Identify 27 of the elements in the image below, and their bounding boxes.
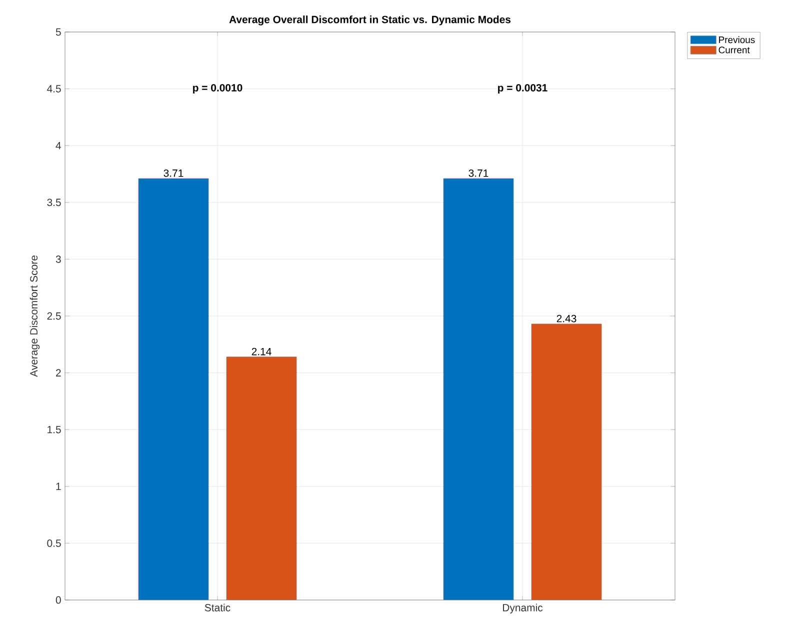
data-label: 2.14 [252, 348, 272, 356]
y-tick-label: 0 [56, 596, 61, 604]
y-tick-label: 5 [56, 28, 61, 36]
bar [531, 324, 602, 600]
y-tick-label: 1.5 [48, 426, 61, 434]
y-tick-label: 0.5 [47, 540, 61, 547]
y-tick-label: 4 [56, 142, 61, 150]
x-tick-label: Static [204, 604, 230, 612]
bar [138, 178, 209, 600]
legend-label: Current [718, 46, 750, 54]
y-tick-label: 2.5 [47, 312, 61, 320]
chart-title: Average Overall Discomfort in Static vs. Dynamic Modes [229, 16, 511, 26]
legend-label: Previous [719, 36, 755, 44]
y-tick-label: 3.5 [47, 198, 61, 206]
bar [443, 178, 514, 600]
x-tick-label: Dynamic [503, 604, 543, 614]
data-label: 3.71 [468, 169, 488, 177]
data-label: 2.43 [556, 314, 576, 322]
bar [226, 356, 297, 600]
y-axis-title: Average Discomfort Score [30, 256, 40, 377]
data-label: 3.71 [164, 169, 184, 177]
annotation: p = 0.0031 [498, 84, 548, 94]
y-tick-label: 4.5 [47, 85, 61, 92]
y-tick-label: 3 [56, 256, 61, 263]
y-tick-label: 2 [56, 369, 61, 376]
annotation: p = 0.0010 [193, 84, 242, 94]
y-tick-label: 1 [56, 482, 61, 490]
